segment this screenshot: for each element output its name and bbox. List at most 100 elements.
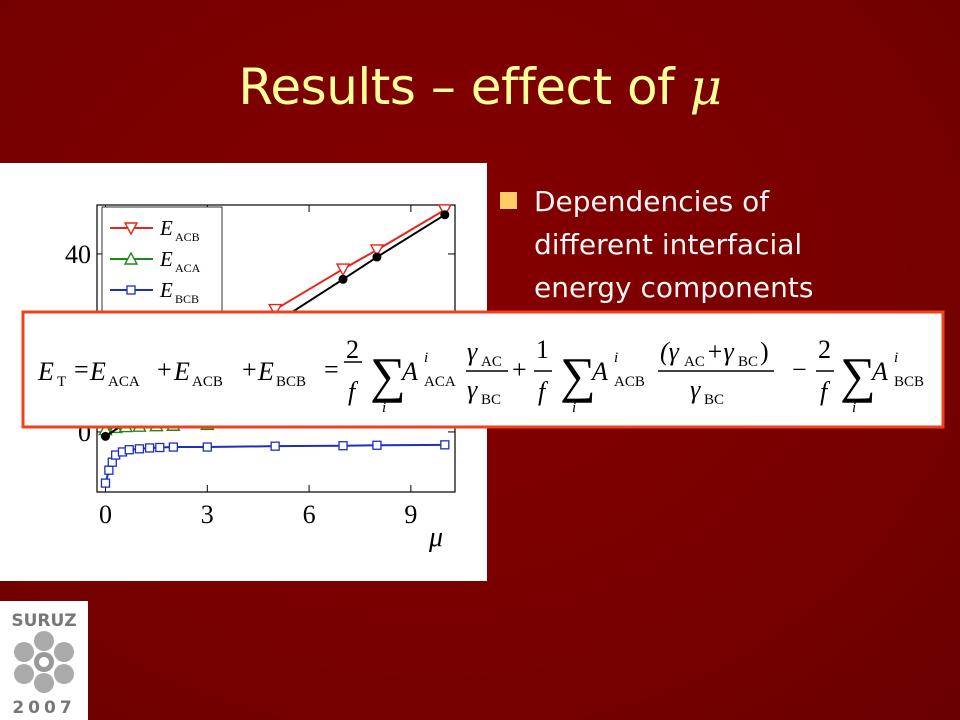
equation-token: BC <box>704 392 724 408</box>
data-point <box>440 210 450 220</box>
equation-token: E <box>89 357 106 386</box>
logo-shape <box>34 673 54 693</box>
equation-token: = <box>324 355 339 384</box>
equation-token: i <box>382 400 386 416</box>
equation-token: + <box>242 355 257 384</box>
equation-token: + <box>157 355 172 384</box>
data-point <box>100 478 111 488</box>
data-point <box>440 440 450 450</box>
logo-text: 2007 <box>12 698 75 718</box>
equation-token: γ <box>467 337 478 366</box>
equation-token: T <box>57 374 66 390</box>
logo-shape <box>39 657 49 667</box>
data-point <box>372 252 382 262</box>
x-tick-label: 3 <box>201 500 214 529</box>
data-point <box>104 465 114 475</box>
equation-token: ACA <box>424 374 456 390</box>
equation-token: ) <box>760 337 769 366</box>
equation-token: ∑ <box>560 347 596 403</box>
legend-label: E <box>159 247 173 271</box>
logo-text: SURUZ <box>11 611 76 631</box>
legend-marker <box>123 222 139 236</box>
equation-token: i <box>424 350 428 366</box>
equation-token: (γ <box>660 337 680 366</box>
legend-label: ACA <box>175 261 201 275</box>
title-text: Results – effect of <box>238 58 675 116</box>
equation-token: ∑ <box>370 347 406 403</box>
logo-shape <box>54 642 74 662</box>
data-point <box>168 442 179 452</box>
legend-label: ACB <box>175 230 200 244</box>
equation-token: i <box>572 400 576 416</box>
bullet-marker <box>500 192 517 209</box>
legend-label: BCB <box>175 292 199 306</box>
data-point <box>144 443 155 453</box>
x-tick-label: 6 <box>303 500 316 529</box>
data-point <box>134 444 145 454</box>
equation-token: A <box>400 357 418 386</box>
logo-shape <box>34 631 54 651</box>
equation-token: ∑ <box>840 347 876 403</box>
x-tick-label: 0 <box>99 500 112 529</box>
equation-token: +γ <box>706 337 735 366</box>
equation-token: 2 <box>818 335 831 364</box>
equation-token: i <box>614 350 618 366</box>
equation-token: ACB <box>192 374 223 390</box>
equation-token: f <box>538 377 549 406</box>
equation-token: + <box>512 355 527 384</box>
equation-box <box>21 310 945 429</box>
bullet-line: energy components <box>534 271 814 304</box>
x-axis-label: μ <box>428 522 443 553</box>
equation-token: 1 <box>536 335 549 364</box>
equation-token: E <box>37 357 54 386</box>
equation-token: γ <box>467 375 478 404</box>
equation-token: A <box>870 357 888 386</box>
equation-token: i <box>894 350 898 366</box>
data-point <box>338 441 348 451</box>
bullet-line: Dependencies of <box>534 185 770 218</box>
data-point <box>338 274 348 284</box>
equation-token: BC <box>738 354 758 370</box>
data-point <box>155 442 165 453</box>
equation-token: = <box>74 355 89 384</box>
bullet-line: different interfacial <box>534 228 803 261</box>
data-point <box>267 303 283 318</box>
equation-token: − <box>792 355 807 384</box>
y-tick-label: 40 <box>65 240 91 269</box>
x-tick-label: 9 <box>404 500 417 529</box>
legend-marker <box>126 285 136 295</box>
data-point <box>369 244 385 258</box>
equation-token: ACB <box>614 374 645 390</box>
equation-token: f <box>348 377 359 406</box>
series-line <box>274 209 446 311</box>
slide-title: Results – effect of μ <box>0 58 960 116</box>
equation-token: E <box>257 357 274 386</box>
equation-token: AC <box>684 354 705 370</box>
equation-token: E <box>173 357 190 386</box>
equation-token: ACA <box>108 374 140 390</box>
equation-token: γ <box>690 375 701 404</box>
logo-shape <box>14 664 34 684</box>
data-point <box>124 445 134 455</box>
data-point <box>270 441 280 451</box>
title-symbol: μ <box>689 58 723 116</box>
equation-token: BC <box>481 392 501 408</box>
data-point <box>372 440 382 450</box>
legend-label: E <box>159 278 173 302</box>
equation-token: AC <box>481 354 502 370</box>
data-point <box>100 431 110 441</box>
bullet-list: Dependencies of different interfacial en… <box>500 180 940 309</box>
legend-label: E <box>159 216 173 240</box>
logo-shape <box>14 642 34 662</box>
logo: SURUZ 2007 <box>0 601 88 720</box>
equation-token: 2 <box>346 335 359 364</box>
logo-shape <box>54 664 74 684</box>
legend-marker <box>123 251 139 265</box>
equation-token: A <box>590 357 608 386</box>
equation-token: BCB <box>276 374 306 390</box>
data-point <box>202 442 212 452</box>
